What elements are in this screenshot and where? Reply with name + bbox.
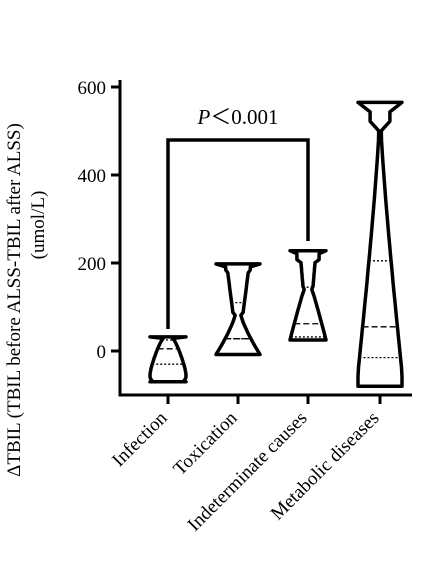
p-value-label: P＜0.001 bbox=[196, 105, 278, 129]
y-tick-label: 200 bbox=[78, 254, 107, 275]
y-axis-title-line2: (umol/L) bbox=[28, 191, 49, 260]
y-tick-label: 400 bbox=[78, 166, 107, 187]
bracket-line bbox=[166, 138, 310, 329]
y-axis-title-line1: ΔTBIL (TBIL before ALSS-TBIL after ALSS) bbox=[4, 123, 25, 477]
violins bbox=[148, 100, 404, 388]
violin bbox=[356, 100, 404, 388]
p-symbol: P bbox=[196, 105, 210, 129]
violin bbox=[288, 248, 328, 342]
x-tick-label: Indeterminate causes bbox=[184, 408, 312, 536]
violin bbox=[148, 335, 188, 384]
x-tick-label: Infection bbox=[108, 407, 172, 471]
comparison-bracket bbox=[166, 138, 310, 329]
p-value: ＜0.001 bbox=[210, 105, 278, 129]
x-tick-label: Toxication bbox=[169, 407, 241, 479]
violin bbox=[214, 262, 262, 357]
y-axis: 0 200 400 600 bbox=[78, 78, 122, 395]
y-axis-title: ΔTBIL (TBIL before ALSS-TBIL after ALSS)… bbox=[4, 123, 49, 477]
y-tick-label: 600 bbox=[78, 78, 107, 99]
y-tick-label: 0 bbox=[97, 342, 107, 363]
